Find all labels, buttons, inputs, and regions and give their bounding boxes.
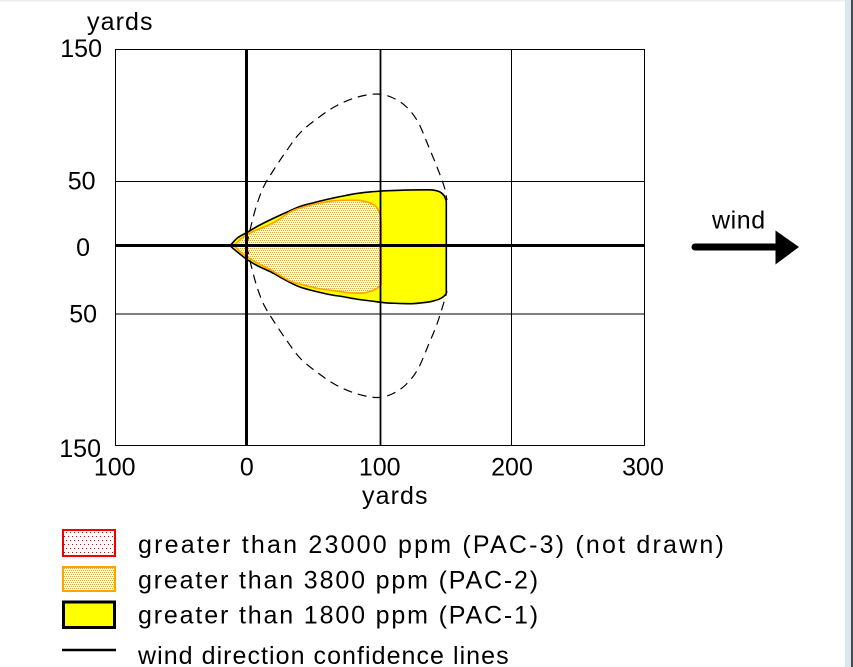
svg-text:200: 200 <box>491 454 533 482</box>
svg-text:150: 150 <box>60 35 102 63</box>
svg-text:wind: wind <box>711 207 766 235</box>
svg-text:50: 50 <box>68 168 96 196</box>
svg-text:yards: yards <box>87 8 154 36</box>
svg-text:0: 0 <box>240 454 254 482</box>
svg-text:yards: yards <box>362 482 429 510</box>
svg-text:greater than 23000 ppm (PAC-3): greater than 23000 ppm (PAC-3) (not draw… <box>138 531 726 559</box>
svg-text:100: 100 <box>359 454 401 482</box>
svg-text:50: 50 <box>69 301 97 329</box>
svg-text:300: 300 <box>622 454 664 482</box>
svg-text:100: 100 <box>94 454 136 482</box>
svg-text:greater than 3800 ppm (PAC-2): greater than 3800 ppm (PAC-2) <box>138 567 540 595</box>
svg-text:wind direction confidence line: wind direction confidence lines <box>137 642 510 667</box>
svg-text:150: 150 <box>59 435 101 463</box>
svg-text:0: 0 <box>76 234 90 262</box>
svg-text:greater than 1800 ppm (PAC-1): greater than 1800 ppm (PAC-1) <box>138 602 540 630</box>
